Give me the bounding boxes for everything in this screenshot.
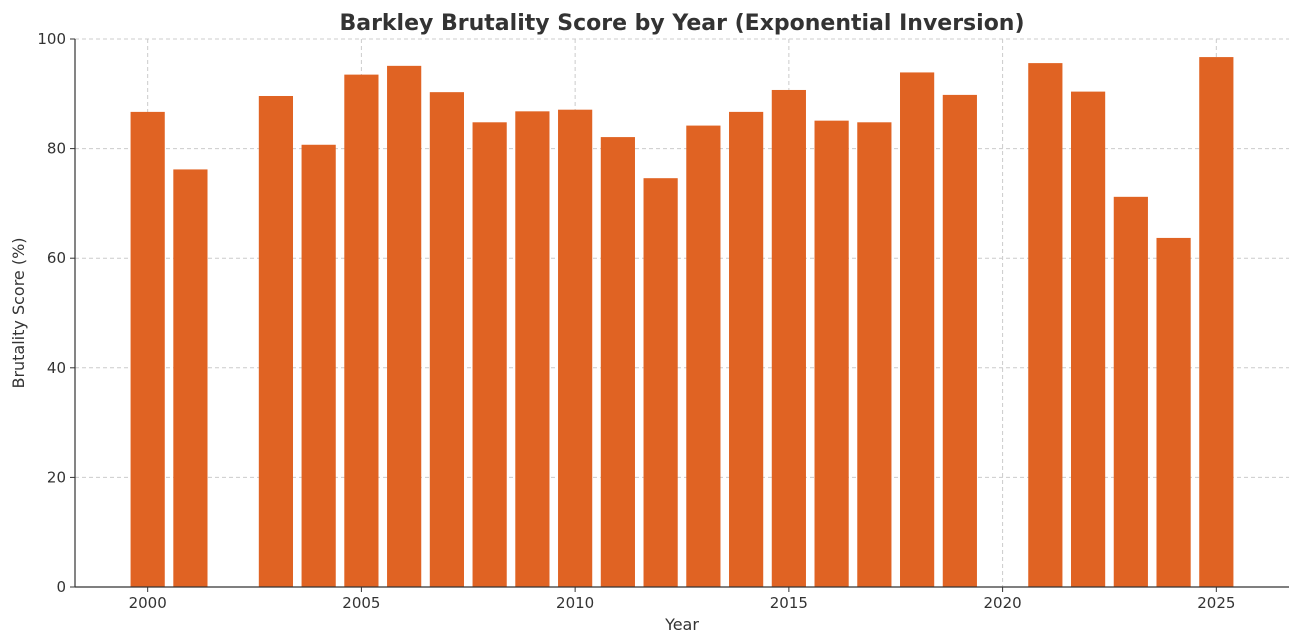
ticks-layer: 2000 2005 2010 2015 2020 2025 0 20 40 60 80 100: [37, 30, 1235, 612]
x-tick-label: 2010: [556, 594, 594, 612]
bar-2025: [1199, 57, 1234, 588]
y-tick-label: 80: [47, 140, 66, 158]
axes-layer: [74, 39, 1289, 588]
x-axis-label: Year: [664, 615, 699, 634]
y-tick-label: 20: [47, 468, 66, 486]
bar-2006: [387, 65, 422, 588]
y-tick-label: 40: [47, 359, 66, 377]
bar-2017: [857, 122, 892, 588]
x-tick-label: 2000: [129, 594, 167, 612]
x-tick-label: 2015: [770, 594, 808, 612]
bar-2005: [344, 74, 379, 588]
bar-2000: [130, 111, 165, 587]
y-tick-label: 0: [56, 578, 66, 596]
x-tick-label: 2020: [984, 594, 1022, 612]
bar-2024: [1156, 237, 1191, 587]
y-tick-label: 60: [47, 249, 66, 267]
bars-layer: [130, 57, 1234, 588]
bar-2023: [1113, 196, 1148, 587]
bar-2022: [1070, 91, 1106, 587]
bar-2007: [429, 92, 464, 587]
bar-2021: [1028, 63, 1063, 587]
bar-2010: [558, 109, 593, 587]
bar-2001: [173, 169, 208, 587]
bar-2018: [900, 72, 935, 588]
y-axis-label: Brutality Score (%): [9, 237, 28, 388]
x-tick-label: 2025: [1197, 594, 1235, 612]
bar-2019: [942, 94, 977, 588]
x-tick-label: 2005: [342, 594, 380, 612]
grid-layer: [75, 38, 1289, 587]
bar-2015: [771, 89, 806, 588]
bar-2011: [600, 137, 635, 588]
bar-2004: [301, 144, 336, 588]
y-tick-label: 100: [37, 30, 66, 48]
bar-2008: [472, 122, 507, 588]
bar-2012: [643, 178, 678, 587]
chart-title: Barkley Brutality Score by Year (Exponen…: [339, 11, 1024, 36]
bar-2003: [258, 95, 294, 587]
bar-2013: [686, 125, 721, 588]
bar-2016: [814, 120, 849, 587]
bar-2009: [515, 111, 550, 587]
bar-2014: [729, 111, 764, 587]
